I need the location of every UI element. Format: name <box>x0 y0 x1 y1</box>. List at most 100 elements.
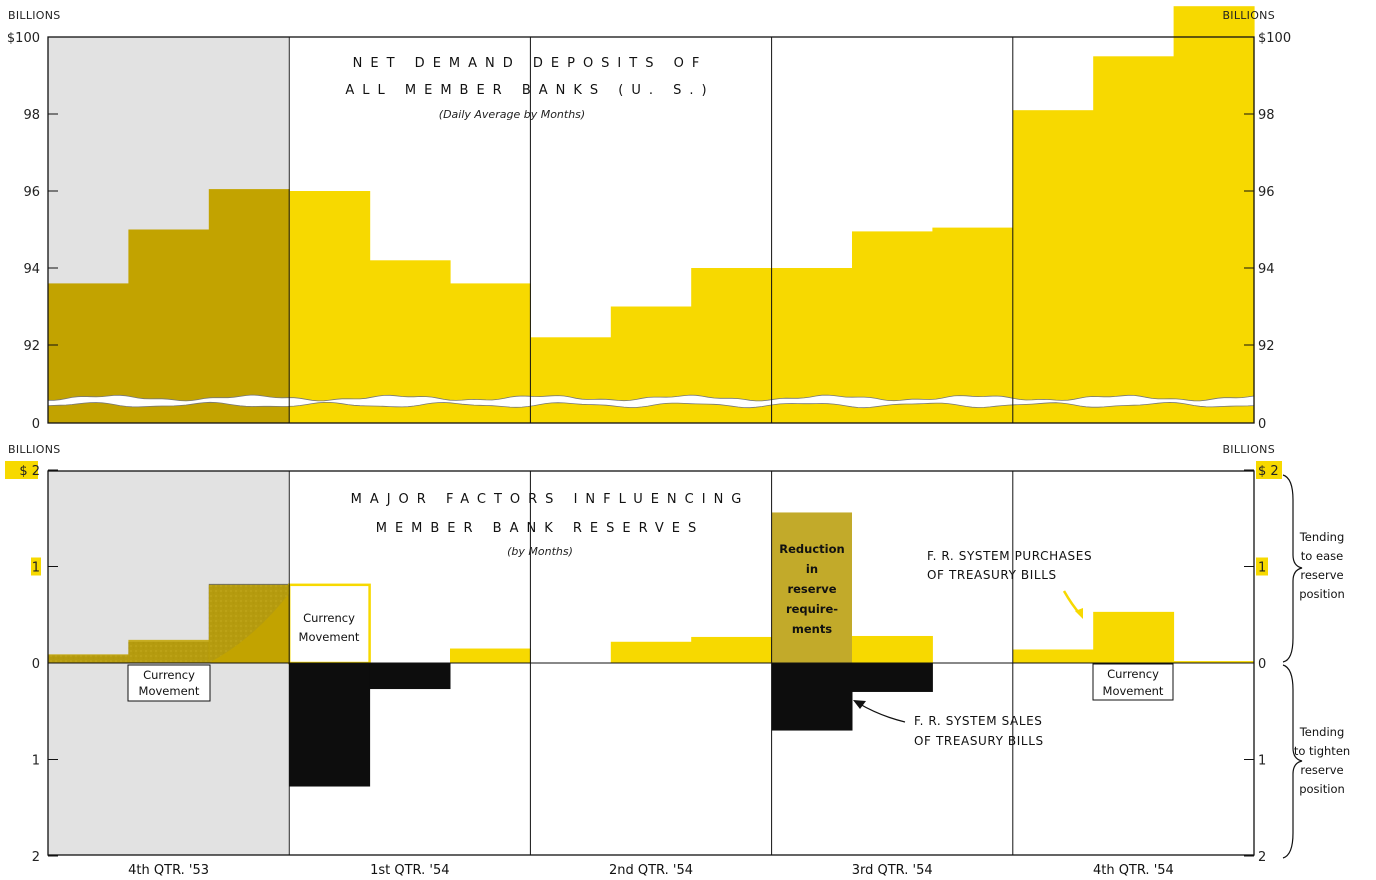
top-tick-left-4: 92 <box>23 339 40 354</box>
top-bar-nov-54 <box>1093 56 1175 424</box>
top-unit-left: BILLIONS <box>8 9 61 22</box>
purchases-bar-0 <box>48 654 129 663</box>
sales-bar-9 <box>771 663 853 731</box>
purchases-bar-10 <box>852 635 933 663</box>
top-tick-right-1: 98 <box>1258 108 1275 123</box>
purchases-bar-5 <box>450 648 531 663</box>
bottom-title-line1: MAJOR FACTORS INFLUENCING <box>351 492 750 507</box>
svg-text:Movement: Movement <box>299 630 360 644</box>
purchases-bar-1 <box>128 639 210 663</box>
purchases-bar-12 <box>1012 649 1094 663</box>
top-bar-dec-53 <box>208 189 290 423</box>
bottom-ticks-left: $ 2 1 0 1 2 <box>5 461 58 865</box>
top-bar-dec-54 <box>1173 6 1255 423</box>
svg-text:reserve: reserve <box>1300 763 1343 777</box>
quarter-label-0: 4th QTR. '53 <box>128 863 209 878</box>
svg-text:Currency: Currency <box>303 611 355 625</box>
bottom-unit-left: BILLIONS <box>8 443 61 456</box>
bottom-tick-left-1: 1 <box>32 561 40 576</box>
reduction-bar-9 <box>771 512 852 663</box>
bottom-tick-right-4: 2 <box>1258 850 1266 865</box>
currency-box-1q54: Currency Movement <box>299 611 360 644</box>
sales-annotation: F. R. SYSTEM SALES OF TREASURY BILLS <box>853 700 1044 748</box>
bottom-ticks-right: $ 2 1 0 1 2 <box>1244 461 1282 865</box>
svg-text:reserve: reserve <box>1300 568 1343 582</box>
bottom-tick-tag-left-1 <box>31 557 41 576</box>
svg-text:to ease: to ease <box>1301 549 1343 563</box>
svg-text:Movement: Movement <box>139 684 200 698</box>
svg-text:ments: ments <box>792 622 832 636</box>
top-title-line2: ALL MEMBER BANKS (U. S.) <box>345 83 714 98</box>
quarter-label-4: 4th QTR. '54 <box>1093 863 1174 878</box>
currency-box-4q54: Currency Movement <box>1092 663 1174 701</box>
currency-box-4q53: Currency Movement <box>127 664 211 702</box>
bottom-tick-tag-left-0 <box>5 461 38 479</box>
purchases-bar-14 <box>1173 661 1255 663</box>
purchases-annotation: F. R. SYSTEM PURCHASES OF TREASURY BILLS <box>927 549 1092 619</box>
bottom-tick-left-2: 0 <box>32 657 40 672</box>
quarter-label-3: 3rd QTR. '54 <box>852 863 933 878</box>
svg-text:Movement: Movement <box>1103 684 1164 698</box>
reduction-label: Reduction in reserve require- ments <box>779 542 844 636</box>
svg-text:position: position <box>1299 782 1345 796</box>
quarter-label-1: 1st QTR. '54 <box>370 863 449 878</box>
top-title-line1: NET DEMAND DEPOSITS OF <box>353 56 708 71</box>
bottom-subtitle: (by Months) <box>507 545 573 558</box>
top-bars <box>48 6 1255 424</box>
top-tick-left-5: 0 <box>32 417 40 432</box>
bottom-tick-left-3: 1 <box>32 754 40 769</box>
bottom-tick-tag-right-0 <box>1256 461 1282 479</box>
svg-text:to tighten: to tighten <box>1294 744 1350 758</box>
top-bar-apr-54 <box>530 337 612 423</box>
bottom-tick-right-3: 1 <box>1258 754 1266 769</box>
sales-bar-10 <box>852 663 933 692</box>
top-tick-left-1: 98 <box>23 108 40 123</box>
top-quarter-dividers <box>288 37 1014 423</box>
purchases-wedge <box>208 593 290 663</box>
bottom-tick-left-0: $ 2 <box>19 464 40 479</box>
top-bar-oct-54 <box>1012 110 1094 423</box>
top-subtitle: (Daily Average by Months) <box>439 108 585 121</box>
bottom-panel: BILLIONS BILLIONS $ 2 1 0 1 2 $ 2 1 0 1 2 MAJOR … <box>5 443 1350 878</box>
top-tick-left-0: $100 <box>7 31 40 46</box>
top-unit-right: BILLIONS <box>1222 9 1275 22</box>
bottom-bars <box>48 512 1255 787</box>
top-bar-aug-54 <box>852 231 933 423</box>
svg-text:Tending: Tending <box>1299 725 1345 739</box>
svg-text:F. R. SYSTEM SALES: F. R. SYSTEM SALES <box>914 714 1043 728</box>
svg-text:Currency: Currency <box>1107 667 1159 681</box>
svg-text:position: position <box>1299 587 1345 601</box>
quarter-label-2: 2nd QTR. '54 <box>609 863 693 878</box>
svg-text:OF TREASURY BILLS: OF TREASURY BILLS <box>914 734 1044 748</box>
top-panel: BILLIONS BILLIONS $100 98 96 94 92 0 $100 98 96… <box>7 6 1291 432</box>
top-tick-left-3: 94 <box>23 262 40 277</box>
bottom-tick-right-1: 1 <box>1258 561 1266 576</box>
bottom-title-line2: MEMBER BANK RESERVES <box>376 521 705 536</box>
top-tick-right-5: 0 <box>1258 417 1266 432</box>
quarter-labels: 4th QTR. '53 1st QTR. '54 2nd QTR. '54 3rd … <box>128 863 1174 878</box>
top-bar-sep-54 <box>932 227 1014 423</box>
sales-bar-3 <box>289 663 371 787</box>
svg-text:in: in <box>806 562 818 576</box>
bottom-tick-tag-right-1 <box>1256 557 1268 576</box>
purchases-bar-8 <box>691 636 773 663</box>
top-ticks-right: $100 98 96 94 92 0 <box>1244 31 1291 432</box>
bottom-tick-right-2: 0 <box>1258 657 1266 672</box>
tighten-brace: Tending to tighten reserve position <box>1282 664 1350 859</box>
svg-text:require-: require- <box>786 602 838 616</box>
top-tick-right-2: 96 <box>1258 185 1275 200</box>
purchases-bar-7 <box>610 641 692 663</box>
bottom-tick-right-0: $ 2 <box>1258 464 1279 479</box>
svg-text:Reduction: Reduction <box>779 542 844 556</box>
svg-text:Tending: Tending <box>1299 530 1345 544</box>
top-tick-left-2: 96 <box>23 185 40 200</box>
svg-text:Currency: Currency <box>143 668 195 682</box>
top-tick-right-0: $100 <box>1258 31 1291 46</box>
top-bar-jan-54 <box>289 191 371 423</box>
svg-text:reserve: reserve <box>787 582 836 596</box>
sales-bar-4 <box>369 663 451 690</box>
top-frame <box>47 36 1255 424</box>
ease-brace: Tending to ease reserve position <box>1282 474 1345 663</box>
svg-text:F. R. SYSTEM PURCHASES: F. R. SYSTEM PURCHASES <box>927 549 1092 563</box>
